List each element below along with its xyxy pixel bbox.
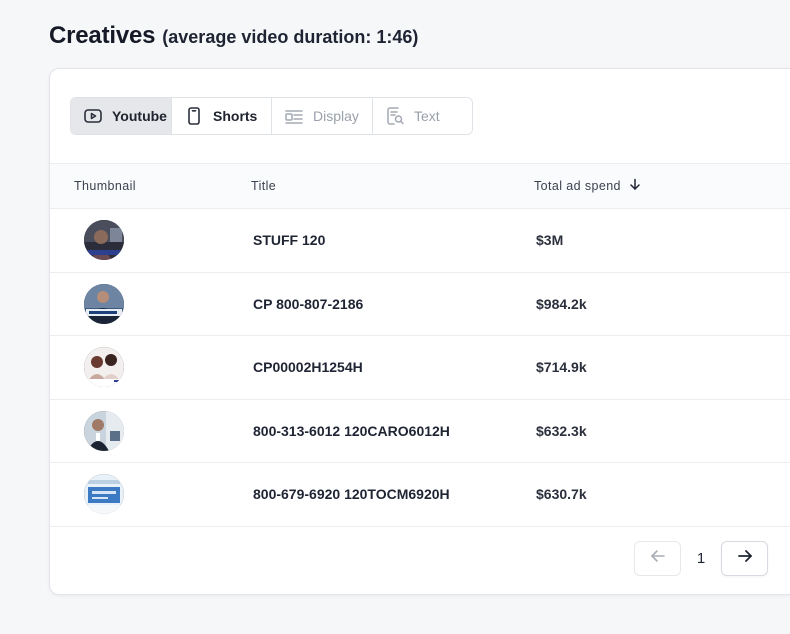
section-heading: Creatives (average video duration: 1:46) <box>49 22 418 50</box>
table-row[interactable]: CP00002H1254H $714.9k <box>50 336 790 400</box>
average-duration-note: (average video duration: 1:46) <box>162 27 419 47</box>
video-thumbnail[interactable] <box>84 474 124 515</box>
creative-type-tabs: Youtube Shorts Display <box>70 97 473 135</box>
tab-label: Youtube <box>112 108 167 124</box>
row-title: STUFF 120 <box>253 232 326 249</box>
row-spend: $984.2k <box>536 295 587 312</box>
arrow-down-icon <box>629 178 641 194</box>
row-spend: $630.7k <box>536 486 587 503</box>
row-spend: $714.9k <box>536 359 587 376</box>
row-title: CP 800-807-2186 <box>253 295 364 312</box>
pagination: 1 <box>634 541 768 576</box>
table-row[interactable]: CP 800-807-2186 $984.2k <box>50 273 790 336</box>
tab-text[interactable]: Text <box>373 98 472 134</box>
table-row[interactable]: STUFF 120 $3M <box>50 209 790 273</box>
row-title: CP00002H1254H <box>253 359 363 376</box>
row-spend: $632.3k <box>536 422 587 439</box>
column-header-thumbnail: Thumbnail <box>74 179 136 193</box>
table-header: Thumbnail Title Total ad spend <box>50 163 790 209</box>
row-title: 800-679-6920 120TOCM6920H <box>253 486 450 503</box>
phone-icon <box>184 106 204 126</box>
tab-label: Display <box>313 108 359 124</box>
video-thumbnail[interactable] <box>84 347 124 388</box>
tab-label: Text <box>414 108 440 124</box>
tab-shorts[interactable]: Shorts <box>172 98 272 134</box>
tab-label: Shorts <box>213 108 258 124</box>
column-header-spend[interactable]: Total ad spend <box>510 178 790 194</box>
tab-display[interactable]: Display <box>272 98 373 134</box>
video-thumbnail[interactable] <box>84 283 124 324</box>
video-thumbnail[interactable] <box>84 410 124 451</box>
current-page-number: 1 <box>696 550 706 567</box>
creatives-card: Youtube Shorts Display <box>49 68 790 595</box>
display-layout-icon <box>284 106 304 126</box>
column-header-title: Title <box>251 179 277 193</box>
page-title: Creatives <box>49 22 156 49</box>
row-spend: $3M <box>536 232 564 249</box>
arrow-right-icon <box>736 547 754 570</box>
tab-youtube[interactable]: Youtube <box>71 98 172 134</box>
video-thumbnail[interactable] <box>84 220 124 261</box>
prev-page-button[interactable] <box>634 541 681 576</box>
table-row[interactable]: 800-313-6012 120CARO6012H $632.3k <box>50 400 790 463</box>
column-header-spend-label: Total ad spend <box>534 179 621 193</box>
row-title: 800-313-6012 120CARO6012H <box>253 422 450 439</box>
next-page-button[interactable] <box>721 541 768 576</box>
table-row[interactable]: 800-679-6920 120TOCM6920H $630.7k <box>50 463 790 527</box>
creatives-table: Thumbnail Title Total ad spend <box>50 163 790 527</box>
play-rect-icon <box>83 106 103 126</box>
arrow-left-icon <box>649 547 667 570</box>
text-search-icon <box>385 106 405 126</box>
